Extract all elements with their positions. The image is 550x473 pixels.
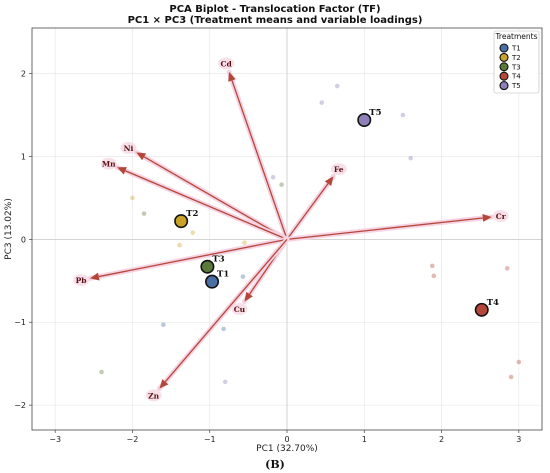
loading-label-ni: Ni bbox=[124, 144, 134, 153]
legend-title: Treatments bbox=[494, 32, 537, 41]
loading-label-cr: Cr bbox=[496, 212, 507, 221]
treatment-means: T1 T2 T3 T4 T5 bbox=[174, 108, 499, 317]
loading-label-zn: Zn bbox=[148, 391, 159, 400]
loading-arrowhead-zn bbox=[159, 379, 169, 389]
sample-point bbox=[190, 230, 196, 236]
loading-label-pb: Pb bbox=[76, 276, 87, 285]
loading-arrow-zn bbox=[164, 238, 288, 383]
sample-point bbox=[242, 240, 247, 245]
treatment-label-t3: T3 bbox=[212, 255, 224, 265]
sample-point bbox=[222, 379, 228, 385]
x-tick-label: −3 bbox=[49, 435, 61, 444]
grid bbox=[32, 28, 542, 430]
legend-marker-t1 bbox=[499, 43, 509, 53]
chart-title: PCA Biplot - Translocation Factor (TF) bbox=[169, 4, 380, 15]
legend-marker-t3 bbox=[499, 62, 509, 72]
panel-label: (B) bbox=[265, 458, 285, 471]
sample-points bbox=[99, 83, 522, 385]
sample-point bbox=[504, 266, 510, 271]
chart-subtitle: PC1 × PC3 (Treatment means and variable … bbox=[128, 15, 423, 26]
sample-point bbox=[408, 155, 413, 161]
x-tick-label: 2 bbox=[439, 435, 444, 444]
loading-arrowhead-ni bbox=[136, 152, 147, 161]
sample-point bbox=[400, 112, 406, 118]
loading-label-bg bbox=[492, 210, 509, 223]
loading-label-bg bbox=[145, 389, 162, 402]
x-tick-label: 3 bbox=[516, 435, 521, 444]
loading-label-bg bbox=[120, 141, 137, 154]
y-tick-label: 1 bbox=[21, 152, 26, 161]
legend-entry-t1: T1 bbox=[511, 45, 521, 53]
sample-point bbox=[516, 359, 522, 365]
loading-arrowhead-cd bbox=[228, 71, 236, 82]
loading-arrow-pb bbox=[98, 238, 288, 278]
sample-point bbox=[161, 322, 166, 328]
loading-arrow-cr bbox=[286, 217, 483, 241]
sample-point bbox=[221, 326, 226, 332]
sample-point bbox=[270, 174, 276, 180]
loading-label-cd: Cd bbox=[220, 59, 232, 68]
legend-entry-t4: T4 bbox=[511, 73, 521, 81]
treatment-mean-t4 bbox=[474, 302, 489, 317]
loading-arrows: Cd Ni Mn Fe Cr Pb Cu Zn bbox=[73, 57, 509, 402]
treatment-mean-t5 bbox=[357, 113, 372, 128]
y-tick-label: 2 bbox=[21, 70, 26, 79]
loading-arrowhead-pb bbox=[89, 272, 100, 281]
sample-point bbox=[431, 273, 437, 279]
loading-label-bg bbox=[100, 157, 117, 170]
sample-point bbox=[319, 100, 325, 105]
x-tick-label: 1 bbox=[362, 435, 367, 444]
treatment-mean-t2 bbox=[174, 214, 189, 229]
treatment-label-t1: T1 bbox=[217, 270, 229, 280]
treatment-label-t4: T4 bbox=[487, 298, 499, 308]
sample-point bbox=[508, 374, 514, 380]
legend-entry-t2: T2 bbox=[511, 54, 521, 62]
sample-point bbox=[130, 195, 135, 201]
loading-arrowhead-cr bbox=[482, 213, 492, 222]
treatment-label-t5: T5 bbox=[369, 108, 381, 118]
treatment-label-t2: T2 bbox=[186, 209, 198, 219]
legend-marker-t5 bbox=[499, 81, 509, 91]
axis-ticks: −3 −2 −1 0 1 2 3 −2 −1 0 1 2 bbox=[14, 70, 521, 444]
legend-marker-t4 bbox=[499, 71, 509, 81]
loading-label-cu: Cu bbox=[234, 305, 246, 314]
loading-label-bg bbox=[73, 274, 90, 287]
loading-label-fe: Fe bbox=[334, 165, 344, 174]
sample-point bbox=[429, 263, 435, 269]
loading-arrow-fe bbox=[286, 183, 329, 240]
sample-point bbox=[334, 83, 340, 89]
loading-arrowhead-cu bbox=[244, 291, 253, 302]
loading-arrow-mn bbox=[125, 170, 288, 240]
loading-label-bg bbox=[218, 57, 235, 70]
y-tick-label: −2 bbox=[14, 401, 26, 410]
loading-arrow-cd bbox=[231, 80, 288, 240]
x-tick-label: −1 bbox=[204, 435, 216, 444]
y-tick-label: −1 bbox=[14, 318, 26, 327]
x-axis-label: PC1 (32.70%) bbox=[256, 444, 318, 454]
loading-label-mn: Mn bbox=[102, 160, 116, 169]
sample-point bbox=[240, 274, 246, 279]
sample-point bbox=[141, 211, 147, 216]
loading-label-bg bbox=[231, 302, 248, 315]
x-tick-label: −2 bbox=[127, 435, 139, 444]
x-tick-label: 0 bbox=[284, 435, 289, 444]
legend-entry-t5: T5 bbox=[511, 82, 521, 90]
loading-arrow-ni bbox=[143, 156, 288, 240]
loading-arrowhead-fe bbox=[324, 176, 334, 186]
legend-entry-t3: T3 bbox=[511, 63, 521, 71]
treatment-mean-t1 bbox=[205, 274, 220, 289]
y-tick-label: 0 bbox=[21, 235, 26, 244]
loading-arrowhead-mn bbox=[117, 167, 127, 175]
sample-point bbox=[279, 182, 284, 187]
loading-label-bg bbox=[330, 163, 347, 176]
legend-marker-t2 bbox=[499, 52, 509, 62]
treatment-mean-t3 bbox=[200, 259, 215, 274]
sample-point bbox=[177, 242, 182, 248]
sample-point bbox=[99, 369, 104, 375]
y-axis-label: PC3 (13.02%) bbox=[4, 198, 14, 260]
